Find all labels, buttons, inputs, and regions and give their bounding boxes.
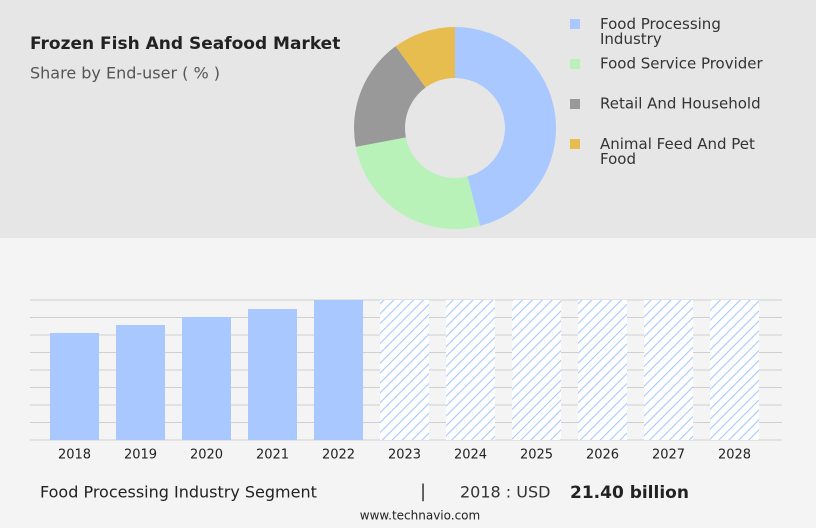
segment-label: Food Processing Industry Segment <box>40 483 317 502</box>
x-tick-label: 2022 <box>322 448 355 463</box>
legend-label: Food Processing Industry <box>600 15 721 48</box>
donut-segment <box>395 27 455 88</box>
legend-label: Retail And Household <box>600 95 761 113</box>
donut-segment <box>354 46 426 147</box>
bar <box>248 309 297 440</box>
chart-title: Frozen Fish And Seafood Market <box>30 34 340 54</box>
x-tick-label: 2023 <box>388 448 421 463</box>
bar <box>314 300 363 440</box>
forecast-placeholder <box>512 300 561 440</box>
legend-line: Animal Feed And Pet <box>600 135 755 153</box>
x-tick-label: 2027 <box>652 448 685 463</box>
legend-swatch <box>570 99 580 109</box>
legend-label: Food Service Provider <box>600 55 764 73</box>
year-label: 2018 : USD <box>460 483 550 502</box>
x-tick-label: 2021 <box>256 448 289 463</box>
bar <box>116 325 165 440</box>
bar <box>50 333 99 440</box>
x-tick-label: 2018 <box>58 448 91 463</box>
legend-swatch <box>570 139 580 149</box>
website: www.technavio.com <box>360 509 480 523</box>
x-tick-label: 2026 <box>586 448 619 463</box>
value-label: 21.40 billion <box>570 483 689 503</box>
x-tick-label: 2020 <box>190 448 223 463</box>
legend-swatch <box>570 19 580 29</box>
donut-segment <box>455 27 556 226</box>
forecast-placeholder <box>644 300 693 440</box>
donut-segment <box>355 137 481 229</box>
legend-line: Industry <box>600 30 662 48</box>
bar <box>182 317 231 440</box>
forecast-placeholder <box>710 300 759 440</box>
legend-swatch <box>570 59 580 69</box>
separator: | <box>420 481 426 502</box>
forecast-placeholder <box>578 300 627 440</box>
x-tick-label: 2024 <box>454 448 487 463</box>
x-tick-label: 2025 <box>520 448 553 463</box>
forecast-placeholder <box>446 300 495 440</box>
legend-label: Animal Feed And Pet Food <box>600 135 755 168</box>
x-tick-label: 2019 <box>124 448 157 463</box>
legend-line: Food <box>600 150 636 168</box>
forecast-placeholder <box>380 300 429 440</box>
chart-subtitle: Share by End-user ( % ) <box>30 64 220 83</box>
legend-line: Food Processing <box>600 15 721 33</box>
x-tick-label: 2028 <box>718 448 751 463</box>
